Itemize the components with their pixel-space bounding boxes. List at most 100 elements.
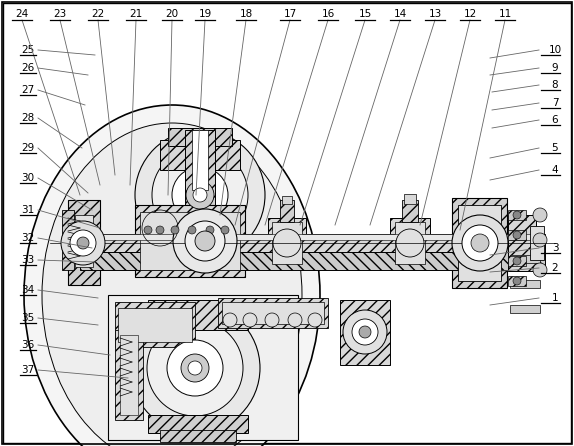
Circle shape xyxy=(288,313,302,327)
Bar xyxy=(222,302,324,324)
Bar xyxy=(282,196,292,204)
Text: 23: 23 xyxy=(53,9,67,19)
Circle shape xyxy=(513,277,521,285)
Text: 29: 29 xyxy=(21,143,34,153)
Bar xyxy=(340,300,390,365)
Text: 2: 2 xyxy=(552,263,559,273)
Bar xyxy=(68,200,100,285)
Bar xyxy=(508,210,526,220)
Circle shape xyxy=(173,209,237,273)
Circle shape xyxy=(181,354,209,382)
Circle shape xyxy=(147,320,243,416)
Bar xyxy=(80,252,545,270)
Circle shape xyxy=(223,313,237,327)
Circle shape xyxy=(396,229,424,257)
Circle shape xyxy=(144,226,152,234)
Bar xyxy=(218,298,328,328)
Circle shape xyxy=(513,231,521,239)
Bar xyxy=(135,205,245,277)
Bar xyxy=(62,210,74,270)
Circle shape xyxy=(185,221,225,261)
Bar xyxy=(510,280,540,288)
Circle shape xyxy=(273,229,301,257)
Text: 5: 5 xyxy=(552,143,559,153)
Circle shape xyxy=(206,226,214,234)
Bar xyxy=(168,128,232,146)
Circle shape xyxy=(243,313,257,327)
Bar xyxy=(458,205,501,281)
Bar xyxy=(148,300,248,330)
Circle shape xyxy=(533,263,547,277)
Circle shape xyxy=(172,167,228,223)
Text: 16: 16 xyxy=(321,9,335,19)
Circle shape xyxy=(265,313,279,327)
Bar xyxy=(115,302,195,347)
Circle shape xyxy=(308,313,322,327)
Circle shape xyxy=(188,361,202,375)
Text: 21: 21 xyxy=(129,9,142,19)
Ellipse shape xyxy=(24,105,320,446)
Circle shape xyxy=(513,257,521,265)
Bar xyxy=(402,200,418,222)
Circle shape xyxy=(70,230,96,256)
Text: 32: 32 xyxy=(21,233,34,243)
Text: 8: 8 xyxy=(552,80,559,90)
Circle shape xyxy=(513,211,521,219)
Circle shape xyxy=(167,340,223,396)
Bar xyxy=(160,430,236,442)
Circle shape xyxy=(186,181,214,209)
Bar xyxy=(185,130,215,210)
Circle shape xyxy=(156,226,164,234)
Circle shape xyxy=(343,310,387,354)
Bar xyxy=(118,308,192,342)
Bar xyxy=(75,215,93,267)
Text: 1: 1 xyxy=(552,293,559,303)
Bar xyxy=(80,234,545,240)
Circle shape xyxy=(152,147,248,243)
Text: 20: 20 xyxy=(165,9,179,19)
Circle shape xyxy=(452,215,508,271)
Text: 30: 30 xyxy=(21,173,34,183)
Bar xyxy=(508,276,526,286)
Circle shape xyxy=(462,225,498,261)
Text: 36: 36 xyxy=(21,340,34,350)
Circle shape xyxy=(171,226,179,234)
Circle shape xyxy=(77,237,89,249)
Bar xyxy=(192,130,208,190)
Text: 13: 13 xyxy=(428,9,441,19)
Bar xyxy=(115,330,143,420)
Circle shape xyxy=(130,303,260,433)
Circle shape xyxy=(533,233,547,247)
Text: 37: 37 xyxy=(21,365,34,375)
Bar xyxy=(452,198,507,288)
Text: 6: 6 xyxy=(552,115,559,125)
Circle shape xyxy=(359,326,371,338)
Text: 3: 3 xyxy=(552,243,559,253)
Bar xyxy=(268,218,306,268)
Bar xyxy=(148,415,248,433)
Text: 34: 34 xyxy=(21,285,34,295)
Circle shape xyxy=(61,221,105,265)
Text: 33: 33 xyxy=(21,255,34,265)
Circle shape xyxy=(221,226,229,234)
Text: 35: 35 xyxy=(21,313,34,323)
Text: 28: 28 xyxy=(21,113,34,123)
Bar xyxy=(160,140,240,170)
Circle shape xyxy=(135,130,265,260)
Bar xyxy=(508,230,526,240)
Circle shape xyxy=(533,208,547,222)
Bar xyxy=(510,255,540,263)
Text: 4: 4 xyxy=(552,165,559,175)
Bar xyxy=(80,234,545,252)
Bar xyxy=(108,295,298,440)
Text: 18: 18 xyxy=(239,9,253,19)
Text: 15: 15 xyxy=(358,9,371,19)
Text: 10: 10 xyxy=(548,45,561,55)
Bar xyxy=(140,212,240,270)
Text: 22: 22 xyxy=(91,9,104,19)
Circle shape xyxy=(188,226,196,234)
Text: 19: 19 xyxy=(199,9,212,19)
Bar xyxy=(395,222,425,264)
Text: 24: 24 xyxy=(15,9,29,19)
Circle shape xyxy=(195,231,215,251)
